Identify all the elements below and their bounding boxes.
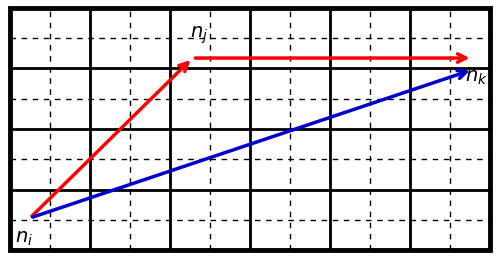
- Text: $n_j$: $n_j$: [190, 25, 208, 46]
- Text: $n_k$: $n_k$: [465, 68, 487, 87]
- Text: $n_i$: $n_i$: [15, 229, 33, 248]
